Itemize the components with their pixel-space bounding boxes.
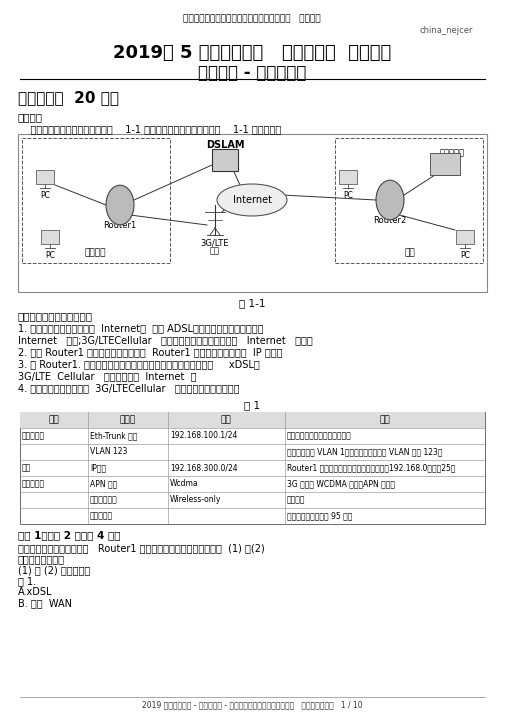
Text: Internet: Internet bbox=[232, 195, 272, 205]
Text: Router1 有主出接口网关，为企业内网分配192.168.0路由器25。: Router1 有主出接口网关，为企业内网分配192.168.0路由器25。 bbox=[287, 463, 456, 472]
FancyBboxPatch shape bbox=[41, 230, 59, 244]
Text: 案例分析 - 答案与解析: 案例分析 - 答案与解析 bbox=[198, 64, 306, 82]
Text: 配置无线口: 配置无线口 bbox=[22, 479, 45, 488]
Text: 操作: 操作 bbox=[48, 415, 60, 424]
Text: PC: PC bbox=[45, 251, 55, 260]
Text: Router1: Router1 bbox=[104, 221, 137, 230]
Text: 2019 年上半年下午 - 网络工程师 - 下午试题及答案与解析（软考题   一案例分析）、   1 / 10: 2019 年上半年下午 - 网络工程师 - 下午试题及答案与解析（软考题 一案例… bbox=[142, 700, 362, 709]
Text: 总部: 总部 bbox=[405, 248, 416, 257]
Text: 问题 1（每空 2 分，共 4 分）: 问题 1（每空 2 分，共 4 分） bbox=[18, 530, 121, 540]
Text: PC: PC bbox=[343, 191, 353, 200]
Text: 全国计算机技术与软件专业技术资格（水平）   、考试库: 全国计算机技术与软件专业技术资格（水平） 、考试库 bbox=[183, 14, 321, 23]
Text: 企业分支: 企业分支 bbox=[84, 248, 106, 257]
Text: 试题一（共  20 分）: 试题一（共 20 分） bbox=[18, 90, 119, 105]
FancyBboxPatch shape bbox=[20, 412, 485, 524]
Text: 图 1-1: 图 1-1 bbox=[239, 298, 265, 308]
Text: 192.168.300.0/24: 192.168.300.0/24 bbox=[170, 463, 238, 472]
Text: 无线接收计: 无线接收计 bbox=[90, 511, 113, 520]
Text: DSLAM: DSLAM bbox=[206, 140, 244, 150]
Text: 表 1: 表 1 bbox=[244, 400, 260, 410]
Text: 需要输入: 需要输入 bbox=[287, 495, 306, 504]
FancyBboxPatch shape bbox=[212, 149, 238, 171]
FancyBboxPatch shape bbox=[20, 412, 485, 428]
FancyBboxPatch shape bbox=[335, 138, 483, 263]
Text: Wireless-only: Wireless-only bbox=[170, 495, 221, 504]
Text: (1) ～ (2) 备选答案示: (1) ～ (2) 备选答案示 bbox=[18, 565, 90, 575]
Text: 路由器对缺省 VLAN 1，为内网用户分配的 VLAN 号为 123。: 路由器对缺省 VLAN 1，为内网用户分配的 VLAN 号为 123。 bbox=[287, 447, 442, 456]
Text: 3. 在 Router1. 上配置缺省路由，使企业分支内网的流量可以通过     xDSL和: 3. 在 Router1. 上配置缺省路由，使企业分支内网的流量可以通过 xDS… bbox=[18, 359, 260, 369]
FancyBboxPatch shape bbox=[18, 134, 487, 292]
Text: 网络: 网络 bbox=[210, 246, 220, 255]
Text: Internet   接口;3G/LTECellular   无线链路作为企业分支的备用   Internet   接口。: Internet 接口;3G/LTECellular 无线链路作为企业分支的备用… bbox=[18, 335, 313, 345]
FancyBboxPatch shape bbox=[22, 138, 170, 263]
Text: 说明: 说明 bbox=[380, 415, 390, 424]
FancyBboxPatch shape bbox=[456, 230, 474, 244]
Text: Wcdma: Wcdma bbox=[170, 479, 198, 488]
FancyBboxPatch shape bbox=[430, 153, 460, 175]
Text: china_nejcer: china_nejcer bbox=[420, 26, 474, 35]
Text: 配置下行口: 配置下行口 bbox=[22, 431, 45, 440]
Text: Eth-Trunk 类型: Eth-Trunk 类型 bbox=[90, 431, 137, 440]
Text: 应用服务器: 应用服务器 bbox=[440, 148, 465, 157]
Text: PC: PC bbox=[460, 251, 470, 260]
Text: A.xDSL: A.xDSL bbox=[18, 587, 53, 597]
Text: 无线接入方式: 无线接入方式 bbox=[90, 495, 118, 504]
Text: 依据组网方案，为企业分支   Router1 配置互联网接口板卡，应该在是  (1) 和(2): 依据组网方案，为企业分支 Router1 配置互联网接口板卡，应该在是 (1) … bbox=[18, 543, 265, 553]
Text: 配置: 配置 bbox=[221, 415, 231, 424]
FancyBboxPatch shape bbox=[36, 170, 54, 184]
Text: VLAN 123: VLAN 123 bbox=[90, 447, 127, 456]
Text: 网卡最普通用于闲置省省地址。: 网卡最普通用于闲置省省地址。 bbox=[287, 431, 352, 440]
Text: 按照链路设定需要约 95 帧。: 按照链路设定需要约 95 帧。 bbox=[287, 511, 352, 520]
Ellipse shape bbox=[217, 184, 287, 216]
Text: 配置: 配置 bbox=[22, 463, 31, 472]
Circle shape bbox=[106, 185, 134, 225]
Text: APN 名称: APN 名称 bbox=[90, 479, 117, 488]
Text: 【说明】: 【说明】 bbox=[18, 112, 43, 122]
Circle shape bbox=[376, 180, 404, 220]
Text: 2. 指定 Router1 作为企业出口网关，由  Router1 为企业内网用户分配  IP 地址。: 2. 指定 Router1 作为企业出口网关，由 Router1 为企业内网用户… bbox=[18, 347, 282, 357]
Text: 3G/LTE  Cellular   无线链路访问  Internet  。: 3G/LTE Cellular 无线链路访问 Internet 。 bbox=[18, 371, 196, 381]
FancyBboxPatch shape bbox=[339, 170, 357, 184]
Text: IP地址: IP地址 bbox=[90, 463, 106, 472]
Text: 某企业分支与总部组网方案如图    1-1 所示，企业分支网络规划如表    1-1 内容所示。: 某企业分支与总部组网方案如图 1-1 所示，企业分支网络规划如表 1-1 内容所… bbox=[18, 124, 281, 134]
Text: 单板中选择配置。: 单板中选择配置。 bbox=[18, 554, 65, 564]
Text: Router2: Router2 bbox=[373, 216, 407, 225]
Text: 4. 企业分支与总部之间的  3G/LTECellular   无线链路采用加密传输。: 4. 企业分支与总部之间的 3G/LTECellular 无线链路采用加密传输。 bbox=[18, 383, 239, 393]
Text: 3G/LTE: 3G/LTE bbox=[201, 238, 229, 247]
Text: 单 1.: 单 1. bbox=[18, 576, 36, 586]
Text: 配置项: 配置项 bbox=[120, 415, 136, 424]
Text: 192.168.100.1/24: 192.168.100.1/24 bbox=[170, 431, 237, 440]
Text: PC: PC bbox=[40, 191, 50, 200]
Text: 3G 网络为 WCDMA 网络，APN 名称按: 3G 网络为 WCDMA 网络，APN 名称按 bbox=[287, 479, 395, 488]
Text: B. 以太  WAN: B. 以太 WAN bbox=[18, 598, 72, 608]
Text: 企业分支与总部组网说明：: 企业分支与总部组网说明： bbox=[18, 311, 93, 321]
Text: 2019年 5 月上半年下午   网络工程师  考试试题: 2019年 5 月上半年下午 网络工程师 考试试题 bbox=[113, 44, 391, 62]
Text: 1. 企业分支采用双链路接入  Internet，  其中 ADSL有线链路作为企业分支的主: 1. 企业分支采用双链路接入 Internet， 其中 ADSL有线链路作为企业… bbox=[18, 323, 264, 333]
